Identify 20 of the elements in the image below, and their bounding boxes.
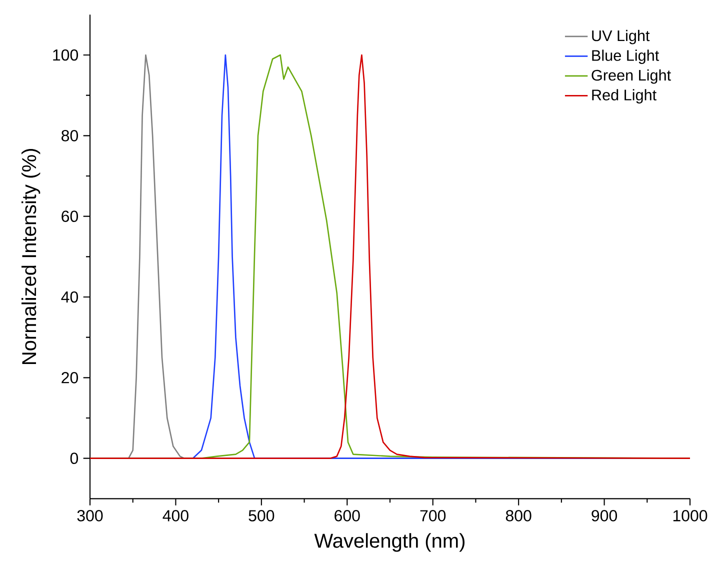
- x-tick-label: 700: [420, 510, 446, 522]
- y-tick-label: 100: [53, 49, 78, 61]
- y-tick-label: 40: [61, 291, 78, 303]
- x-tick-label: 1000: [673, 510, 708, 522]
- y-tick-label: 0: [70, 452, 78, 464]
- x-tick-label: 800: [506, 510, 532, 522]
- legend-label: Green Light: [592, 69, 671, 84]
- x-tick-label: 500: [248, 510, 274, 522]
- x-tick-label: 400: [162, 510, 188, 522]
- y-axis-title: Normalized Intensity (%): [22, 149, 40, 364]
- y-tick-label: 80: [62, 130, 78, 142]
- legend-label: UV Light: [592, 30, 650, 44]
- y-tick-label: 20: [62, 372, 78, 384]
- legend-label: Blue Light: [592, 50, 660, 64]
- x-tick-label: 600: [334, 510, 360, 522]
- y-tick-label: 60: [62, 210, 78, 222]
- x-tick-label: 900: [592, 510, 618, 522]
- x-tick-label: 300: [77, 510, 103, 522]
- legend-label: Red Light: [592, 89, 656, 104]
- x-axis-title: Wavelength (nm): [314, 533, 464, 552]
